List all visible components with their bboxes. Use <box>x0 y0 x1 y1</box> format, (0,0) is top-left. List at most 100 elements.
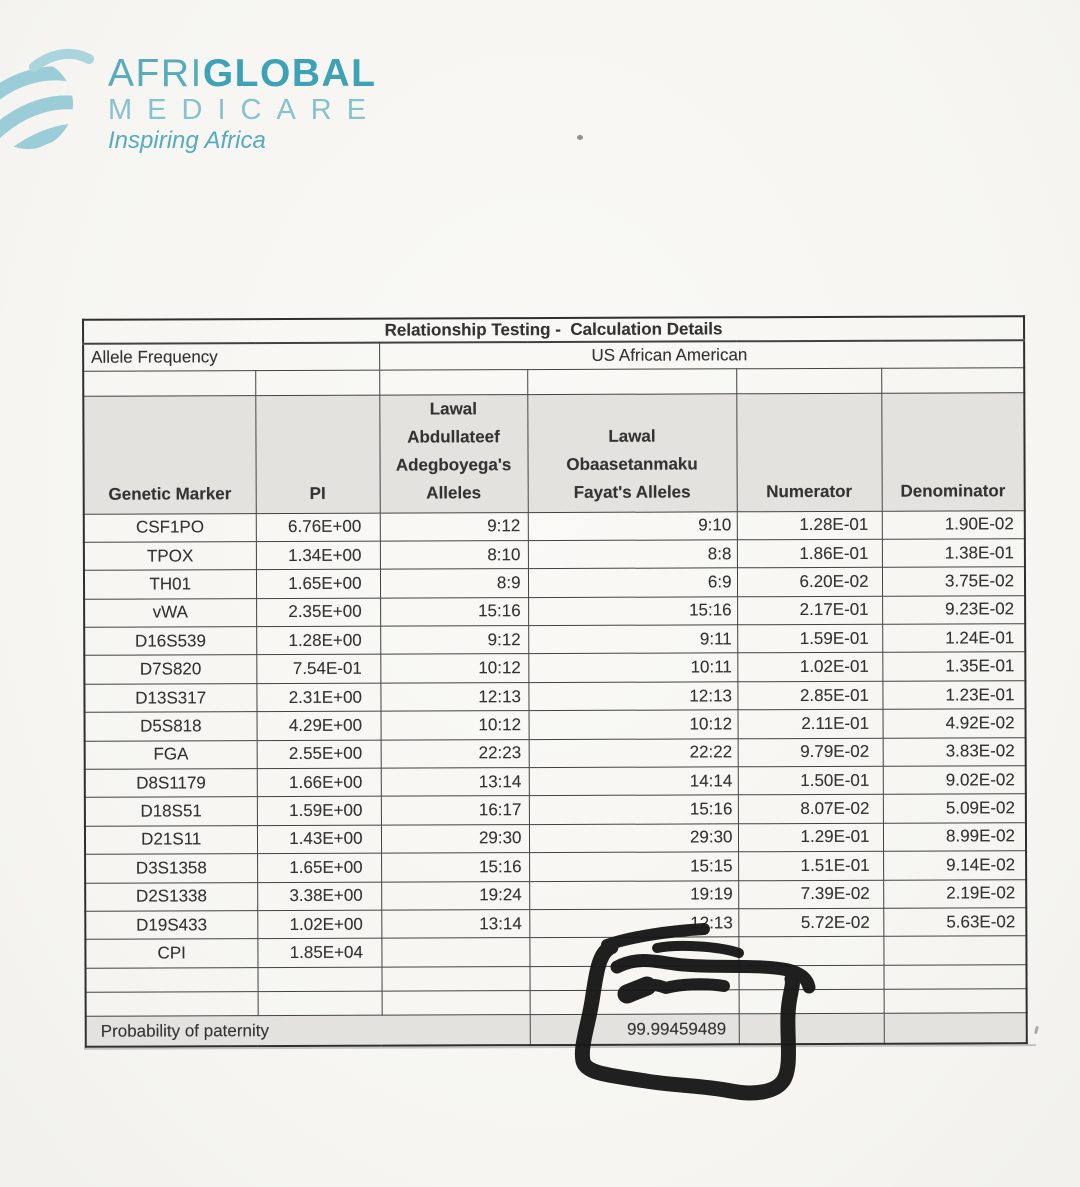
denominator-cell: 1.24E-01 <box>882 623 1026 653</box>
scan-speck <box>1034 1025 1039 1035</box>
empty-cell <box>883 1012 1027 1044</box>
numerator-cell: 1.29E-01 <box>737 823 884 852</box>
empty-cell <box>85 991 258 1017</box>
pi-cell: 1.02E+00 <box>257 910 382 940</box>
marker-cell: D3S1358 <box>85 853 258 883</box>
child-alleles-cell: 9:10 <box>527 511 737 541</box>
father-alleles-cell: 12:13 <box>380 682 529 712</box>
pi-cell: 2.31E+00 <box>256 683 381 712</box>
header-child-alleles: Lawal Obaasetanmaku Fayat's Alleles <box>527 393 737 513</box>
empty-cell <box>881 367 1025 393</box>
table-title-row: Relationship Testing - Calculation Detai… <box>83 316 1025 344</box>
allele-frequency-label: Allele Frequency <box>83 342 380 371</box>
numerator-cell: 7.39E-02 <box>738 879 884 909</box>
pi-cell: 1.43E+00 <box>256 824 382 854</box>
father-alleles-cell: 19:24 <box>381 881 530 911</box>
brand-subname: MEDICARE <box>108 94 382 126</box>
child-alleles-cell: 14:14 <box>528 766 738 797</box>
father-alleles-cell: 16:17 <box>380 796 529 825</box>
marker-cell: D13S317 <box>84 683 257 713</box>
brand-tagline: Inspiring Africa <box>108 127 266 154</box>
numerator-cell: 8.07E-02 <box>737 794 883 824</box>
father-alleles-cell: 8:10 <box>379 540 528 570</box>
pi-cell: 1.59E+00 <box>256 796 381 826</box>
denominator-cell: 8.99E-02 <box>882 822 1027 852</box>
probability-value: 99.99459489 <box>529 1013 739 1046</box>
table-row: D16S539 1.28E+00 9:12 9:11 1.59E-01 1.24… <box>84 623 1026 656</box>
marker-cell: D8S1179 <box>84 768 257 798</box>
pi-cell: 1.85E+04 <box>257 938 382 968</box>
numerator-cell: 1.86E-01 <box>736 539 882 569</box>
child-alleles-cell: 15:16 <box>528 596 738 626</box>
empty-cell <box>381 966 530 991</box>
empty-cell <box>738 1012 884 1045</box>
father-alleles-cell: 10:12 <box>380 654 529 684</box>
child-alleles-cell: 10:12 <box>528 710 738 740</box>
denominator-cell: 1.38E-01 <box>881 538 1025 568</box>
child-alleles-cell: 15:15 <box>529 851 739 882</box>
pi-cell: 4.29E+00 <box>256 711 381 741</box>
pi-cell: 1.65E+00 <box>255 569 381 599</box>
denominator-cell: 9.23E-02 <box>882 595 1026 625</box>
table-row: D13S317 2.31E+00 12:13 12:13 2.85E-01 1.… <box>84 680 1026 713</box>
child-alleles-cell: 29:30 <box>528 823 739 853</box>
marker-cell: CSF1PO <box>83 513 256 543</box>
pi-cell: 1.66E+00 <box>256 768 381 798</box>
calculation-table: Relationship Testing - Calculation Detai… <box>82 315 1028 1049</box>
probability-row: Probability of paternity 99.99459489 <box>85 1012 1027 1048</box>
table-row: CPI 1.85E+04 <box>85 936 1027 969</box>
denominator-cell: 1.90E-02 <box>881 510 1025 540</box>
father-alleles-cell: 13:14 <box>381 909 530 939</box>
marker-cell: CPI <box>85 939 258 969</box>
marker-cell: D16S539 <box>84 626 257 656</box>
child-alleles-cell: 12:13 <box>528 681 738 711</box>
father-alleles-cell: 9:12 <box>380 625 529 655</box>
denominator-cell: 1.23E-01 <box>882 680 1026 710</box>
child-alleles-cell: 10:11 <box>528 653 738 683</box>
father-alleles-cell: 15:16 <box>381 852 530 882</box>
denominator-cell: 9.02E-02 <box>882 765 1026 795</box>
marker-cell: D19S433 <box>85 910 258 940</box>
empty-cell <box>883 988 1027 1013</box>
header-father-alleles: Lawal Abdullateef Adegboyega's Alleles <box>379 394 528 513</box>
table-row: vWA 2.35E+00 15:16 15:16 2.17E-01 9.23E-… <box>84 595 1026 628</box>
numerator-cell <box>738 936 884 966</box>
pi-cell: 3.38E+00 <box>257 881 382 911</box>
table-title: Relationship Testing - Calculation Detai… <box>83 316 1025 344</box>
pi-cell: 1.28E+00 <box>256 626 381 656</box>
header-numerator: Numerator <box>736 392 882 512</box>
numerator-cell: 2.11E-01 <box>737 709 883 739</box>
table-row: D2S1338 3.38E+00 19:24 19:19 7.39E-02 2.… <box>85 879 1027 912</box>
pi-cell: 2.55E+00 <box>256 739 381 769</box>
logo-text: AFRIGLOBAL MEDICARE Inspiring Africa <box>108 54 381 153</box>
numerator-cell: 9.79E-02 <box>737 737 883 767</box>
table-row: D3S1358 1.65E+00 15:16 15:15 1.51E-01 9.… <box>85 850 1027 883</box>
numerator-cell: 5.72E-02 <box>738 908 884 938</box>
father-alleles-cell <box>381 937 530 967</box>
table-row: D18S51 1.59E+00 16:17 15:16 8.07E-02 5.0… <box>84 794 1026 827</box>
numerator-cell: 1.50E-01 <box>737 766 883 796</box>
table-row: D5S818 4.29E+00 10:12 10:12 2.11E-01 4.9… <box>84 708 1026 741</box>
numerator-cell: 1.51E-01 <box>738 851 884 881</box>
table-row: CSF1PO 6.76E+00 9:12 9:10 1.28E-01 1.90E… <box>83 510 1025 543</box>
pi-cell: 1.34E+00 <box>255 541 380 570</box>
numerator-cell: 1.59E-01 <box>737 624 883 654</box>
marker-cell: D21S11 <box>84 825 258 855</box>
empty-cell <box>736 367 882 394</box>
child-alleles-cell <box>529 937 739 967</box>
child-alleles-cell: 8:8 <box>527 539 737 569</box>
empty-cell <box>527 368 737 395</box>
child-alleles-cell: 12:13 <box>529 908 739 938</box>
filler-row <box>85 964 1027 993</box>
father-alleles-cell: 15:16 <box>380 597 529 627</box>
spacer-row <box>83 367 1025 396</box>
denominator-cell: 2.19E-02 <box>883 879 1027 909</box>
marker-cell: D5S818 <box>84 711 257 741</box>
marker-cell: vWA <box>84 598 257 628</box>
marker-cell: FGA <box>84 740 257 770</box>
scan-speck <box>577 135 583 140</box>
denominator-cell: 5.63E-02 <box>883 907 1027 937</box>
empty-cell <box>529 989 739 1015</box>
globe-swirl-icon <box>0 48 94 154</box>
